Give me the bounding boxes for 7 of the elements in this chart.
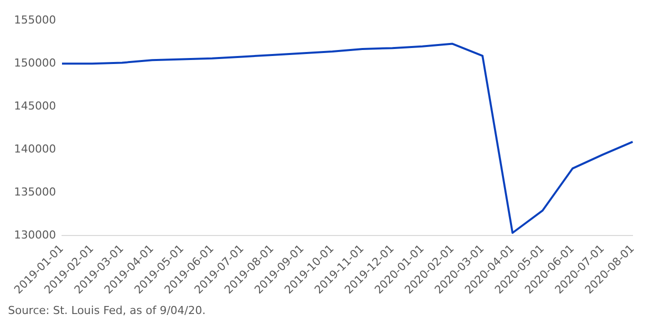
y-tick-label: 155000 [14,13,56,26]
y-tick-label: 140000 [14,142,56,156]
y-tick-label: 130000 [14,228,56,242]
y-tick-label: 145000 [14,99,56,112]
source-note: Source: St. Louis Fed, as of 9/04/20. [8,304,207,317]
y-tick-label: 135000 [14,185,56,198]
y-tick-label: 150000 [14,56,56,70]
